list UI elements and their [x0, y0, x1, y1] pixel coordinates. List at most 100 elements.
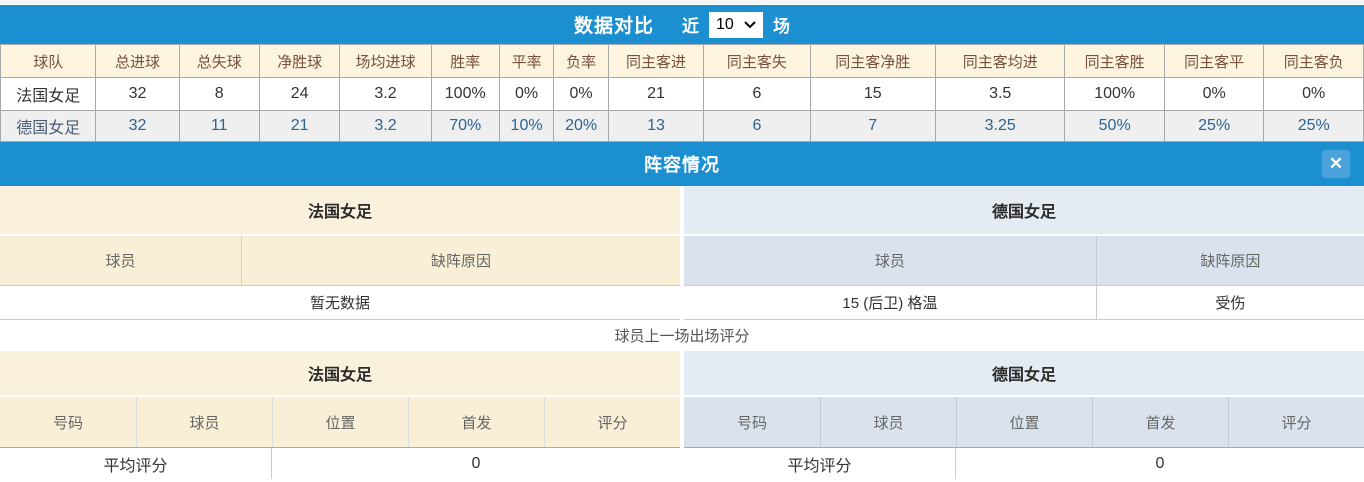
stat-cell: 0%	[1263, 77, 1364, 111]
stat-cell: 11	[178, 110, 260, 142]
stat-cell: 25%	[1163, 110, 1265, 142]
stat-cell: 15	[809, 77, 936, 111]
average-rating-label: 平均评分	[684, 448, 956, 479]
average-rating-label: 平均评分	[0, 448, 272, 479]
lineup-germany: 德国女足 球员 缺阵原因 15 (后卫) 格温 受伤	[684, 186, 1364, 320]
team-name: 德国女足	[0, 110, 97, 142]
lineup-france: 法国女足 球员 缺阵原因 暂无数据	[0, 186, 680, 320]
top-strip	[0, 0, 1364, 5]
stat-cell: 6	[703, 77, 811, 111]
panel-title: 数据对比	[573, 16, 654, 37]
stat-cell: 50%	[1064, 110, 1165, 142]
select-value: 10	[716, 15, 734, 33]
ratings-columns-row: 号码 球员 位置 首发 评分	[684, 397, 1364, 447]
team-header-germany: 德国女足	[684, 186, 1364, 236]
column-header: 同主客进	[607, 44, 705, 78]
lineup-section-title: 阵容情况	[644, 155, 720, 175]
rating-column-header: 评分	[544, 397, 680, 447]
player-column-header: 球员	[820, 397, 956, 447]
stat-cell: 3.25	[934, 110, 1066, 142]
column-header: 净胜球	[258, 44, 341, 78]
stats-table: 球队 总进球 总失球 净胜球 场均进球 胜率 平率 负率 同主客进 同主客失 同…	[0, 44, 1364, 142]
ratings-caption: 球员上一场出场评分	[0, 320, 1364, 351]
stat-cell: 21	[607, 77, 705, 111]
lineup-data-row: 暂无数据	[0, 285, 680, 319]
lineup-header-bar: 阵容情况 ✕	[0, 142, 1364, 186]
column-header: 胜率	[430, 44, 500, 78]
matches-label: 场	[773, 17, 790, 36]
stat-cell: 32	[95, 110, 180, 142]
stat-cell: 32	[95, 77, 180, 111]
stat-cell: 100%	[1064, 77, 1165, 111]
stats-header-row: 球队 总进球 总失球 净胜球 场均进球 胜率 平率 负率 同主客进 同主客失 同…	[0, 44, 1364, 78]
stat-cell: 25%	[1263, 110, 1364, 142]
ratings-france: 法国女足 号码 球员 位置 首发 评分 平均评分 0	[0, 351, 680, 479]
stat-cell: 0%	[498, 77, 555, 111]
team-name: 法国女足	[0, 77, 97, 111]
column-header: 平率	[498, 44, 555, 78]
column-header: 同主客平	[1163, 44, 1265, 78]
team-header-germany: 德国女足	[684, 351, 1364, 397]
no-data-text: 暂无数据	[309, 295, 370, 312]
lineup-section: 法国女足 球员 缺阵原因 暂无数据 德国女足 球员 缺阵原因 15 (后卫) 格…	[0, 186, 1364, 320]
recent-label: 近	[682, 17, 699, 36]
reason-column-header: 缺阵原因	[431, 253, 492, 270]
column-header: 同主客负	[1263, 44, 1364, 78]
stat-cell: 70%	[430, 110, 500, 142]
stat-cell: 3.2	[339, 110, 432, 142]
player-column-header: 球员	[0, 236, 243, 285]
data-comparison-header-bar: 数据对比 近 10 场	[0, 5, 1364, 44]
stat-cell: 3.2	[339, 77, 432, 111]
number-column-header: 号码	[736, 414, 767, 432]
lineup-data-row: 15 (后卫) 格温 受伤	[684, 285, 1364, 319]
close-icon: ✕	[1328, 154, 1344, 173]
ratings-section: 法国女足 号码 球员 位置 首发 评分 平均评分 0 德国女足 号码 球员 位置…	[0, 351, 1364, 479]
lineup-subheader-row: 球员 缺阵原因	[0, 236, 680, 285]
player-column-header: 球员	[136, 397, 272, 447]
team-header-france: 法国女足	[0, 351, 680, 397]
column-header: 同主客失	[703, 44, 811, 78]
stat-cell: 3.5	[934, 77, 1066, 111]
starter-column-header: 首发	[408, 397, 544, 447]
stat-cell: 10%	[498, 110, 555, 142]
stat-cell: 20%	[553, 110, 609, 142]
ratings-columns-row: 号码 球员 位置 首发 评分	[0, 397, 680, 447]
recent-matches-select[interactable]: 10	[709, 11, 763, 38]
table-row-germany: 德国女足 32 11 21 3.2 70% 10% 20% 13 6 7 3.2…	[0, 110, 1364, 142]
close-button[interactable]: ✕	[1322, 150, 1350, 178]
average-rating-value: 0	[471, 454, 481, 472]
stat-cell: 8	[178, 77, 260, 111]
ratings-germany: 德国女足 号码 球员 位置 首发 评分 平均评分 0	[684, 351, 1364, 479]
position-column-header: 位置	[272, 397, 408, 447]
stat-cell: 0%	[1163, 77, 1265, 111]
chevron-down-icon	[744, 20, 756, 28]
column-header: 负率	[553, 44, 609, 78]
average-rating-row: 平均评分 0	[684, 447, 1364, 479]
column-header: 球队	[0, 44, 97, 78]
average-rating-value: 0	[1155, 454, 1165, 472]
column-header: 同主客均进	[934, 44, 1066, 78]
stat-cell: 21	[258, 110, 341, 142]
table-row-france: 法国女足 32 8 24 3.2 100% 0% 0% 21 6 15 3.5 …	[0, 77, 1364, 111]
stat-cell: 6	[703, 110, 811, 142]
number-column-header: 号码	[52, 414, 83, 432]
player-column-header: 球员	[684, 236, 1097, 285]
column-header: 总失球	[178, 44, 260, 78]
absence-reason: 受伤	[1215, 295, 1246, 312]
rating-column-header: 评分	[1228, 397, 1364, 447]
stat-cell: 7	[809, 110, 936, 142]
column-header: 同主客胜	[1064, 44, 1165, 78]
stat-cell: 100%	[430, 77, 500, 111]
column-header: 总进球	[95, 44, 180, 78]
column-header: 同主客净胜	[809, 44, 936, 78]
stat-cell: 13	[607, 110, 705, 142]
average-rating-row: 平均评分 0	[0, 447, 680, 479]
absent-player: 15 (后卫) 格温	[684, 286, 1097, 319]
team-header-france: 法国女足	[0, 186, 680, 236]
starter-column-header: 首发	[1092, 397, 1228, 447]
position-column-header: 位置	[956, 397, 1092, 447]
reason-column-header: 缺阵原因	[1200, 253, 1261, 270]
column-header: 场均进球	[339, 44, 432, 78]
stat-cell: 24	[258, 77, 341, 111]
